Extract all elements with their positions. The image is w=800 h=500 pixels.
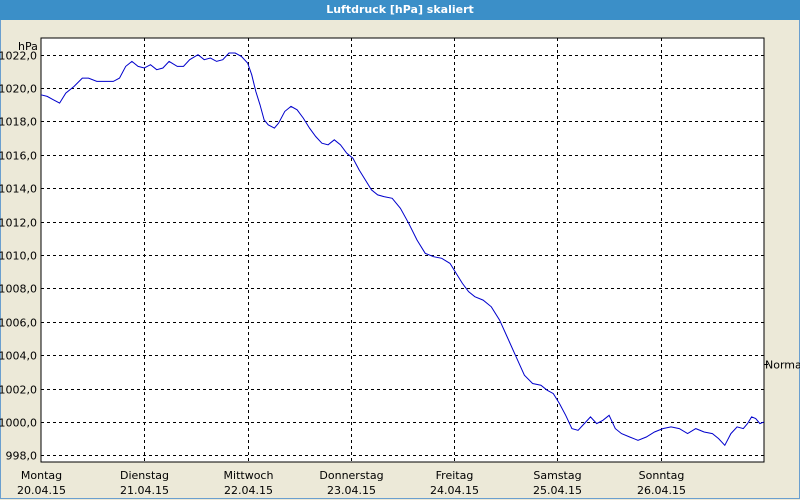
x-tick-label-day: Mittwoch — [224, 469, 274, 482]
x-tick-label-date: 26.04.15 — [637, 484, 686, 497]
y-tick-label: 998,0 — [6, 450, 38, 463]
y-axis-ticks: 998,0 1000,0 1002,0 1004,0 1006,0 1008,0 1010,… — [0, 50, 37, 463]
y-tick-label: 1002,0 — [0, 384, 37, 397]
y-tick-label: 1010,0 — [0, 250, 37, 263]
x-tick-label-date: 24.04.15 — [430, 484, 479, 497]
y-tick-label: 1014,0 — [0, 183, 37, 196]
x-tick-label-date: 20.04.15 — [17, 484, 66, 497]
y-tick-label: 1022,0 — [0, 50, 37, 63]
x-tick-label-day: Freitag — [436, 469, 474, 482]
x-axis-ticks: Montag 20.04.15 Dienstag 21.04.15 Mittwoch 22… — [17, 469, 686, 497]
y-tick-label: 1016,0 — [0, 150, 37, 163]
y-tick-label: 1006,0 — [0, 317, 37, 330]
plot-border — [40, 37, 765, 463]
x-tick-label-day: Donnerstag — [319, 469, 383, 482]
y-tick-label: 1004,0 — [0, 350, 37, 363]
x-tick-label-date: 21.04.15 — [120, 484, 169, 497]
x-tick-label-day: Samstag — [533, 469, 581, 482]
x-tick-label-date: 25.04.15 — [533, 484, 582, 497]
window-title: Luftdruck [hPa] skaliert — [0, 0, 800, 20]
x-tick-label-day: Dienstag — [120, 469, 169, 482]
plot-area — [41, 38, 764, 462]
x-tick-label-date: 22.04.15 — [224, 484, 273, 497]
x-tick-label-date: 23.04.15 — [327, 484, 376, 497]
y-tick-label: 1008,0 — [0, 283, 37, 296]
y-tick-label: 1000,0 — [0, 417, 37, 430]
y-tick-label: 1020,0 — [0, 83, 37, 96]
y-axis-unit-label: hPa — [18, 40, 38, 53]
pressure-series-line — [40, 52, 765, 447]
normal-label: Normal — [765, 359, 800, 372]
normal-marker: Normal — [764, 359, 800, 372]
gridlines — [41, 38, 764, 462]
x-tick-label-day: Sonntag — [639, 469, 685, 482]
x-tick-label-day: Montag — [21, 469, 62, 482]
y-tick-label: 1018,0 — [0, 116, 37, 129]
y-tick-label: 1012,0 — [0, 217, 37, 230]
